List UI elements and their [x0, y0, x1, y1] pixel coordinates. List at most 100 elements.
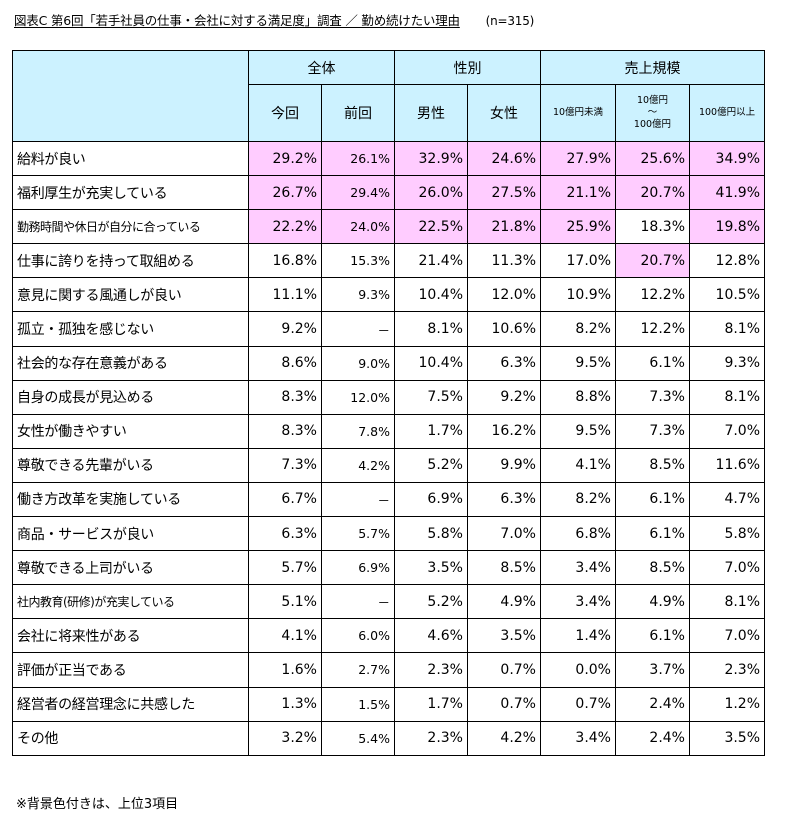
row-label: 社会的な存在意義がある [12, 345, 249, 381]
value-cell: 2.3% [394, 652, 468, 688]
value-cell: 26.1% [321, 140, 395, 177]
row-label: 働き方改革を実施している [12, 481, 249, 518]
value-cell: 9.2% [467, 379, 541, 415]
table-row: 給料が良い 29.2% 26.1% 32.9% 24.6% 27.9% 25.6% 34.9% [12, 140, 766, 177]
value-cell: 5.8% [394, 516, 468, 552]
value-cell: 2.7% [321, 652, 395, 688]
value-cell: 24.0% [321, 209, 395, 245]
value-cell: 8.1% [688, 379, 766, 415]
value-cell: 1.7% [394, 413, 468, 449]
table-row: 意見に関する風通しが良い 11.1% 9.3% 10.4% 12.0% 10.9% 12.2… [12, 277, 766, 313]
value-cell: 6.3% [248, 516, 322, 552]
col-header-sales-large: 100億円以上 [688, 84, 766, 142]
survey-table: 全体 性別 売上規模 今回 前回 男性 女性 10億円未満 10億円 ～ 100… [12, 50, 766, 756]
value-cell: 8.3% [248, 379, 322, 415]
value-cell: 8.1% [688, 311, 766, 347]
row-label: 仕事に誇りを持って取組める [12, 243, 249, 279]
value-cell: 6.3% [467, 345, 541, 381]
value-cell: 1.3% [248, 686, 322, 722]
group-header-gender: 性別 [394, 50, 541, 85]
value-cell: 6.1% [615, 345, 690, 381]
value-cell: 8.1% [688, 584, 766, 620]
row-label: 勤務時間や休日が自分に合っている [12, 209, 249, 245]
value-cell: 6.1% [615, 481, 690, 518]
chart-title: 図表C 第6回「若手社員の仕事・会社に対する満足度」調査 ／ 勤め続けたい理由 … [14, 10, 534, 29]
chart-title-main: 図表C 第6回「若手社員の仕事・会社に対する満足度」調査 ／ 勤め続けたい理由 [14, 13, 460, 28]
col-header-sales-mid: 10億円 ～ 100億円 [615, 84, 690, 142]
row-label: 福利厚生が充実している [12, 175, 249, 211]
table-row: 福利厚生が充実している 26.7% 29.4% 26.0% 27.5% 21.1% 20.7… [12, 175, 766, 211]
table-row: 孤立・孤独を感じない 9.2% － 8.1% 10.6% 8.2% 12.2% 8.1% [12, 311, 766, 347]
value-cell: 4.6% [394, 618, 468, 654]
value-cell: 24.6% [467, 140, 541, 177]
row-label: 会社に将来性がある [12, 618, 249, 654]
value-cell: 2.4% [615, 720, 690, 756]
col-header-sales-small: 10億円未満 [540, 84, 616, 142]
value-cell: 8.5% [615, 447, 690, 483]
value-cell: 8.2% [540, 311, 616, 347]
value-cell: 3.4% [540, 720, 616, 756]
value-cell: 6.3% [467, 481, 541, 518]
value-cell: 2.3% [688, 652, 766, 688]
value-cell: 3.2% [248, 720, 322, 756]
table-row: 社会的な存在意義がある 8.6% 9.0% 10.4% 6.3% 9.5% 6.1% 9.3% [12, 345, 766, 381]
table-row: 自身の成長が見込める 8.3% 12.0% 7.5% 9.2% 8.8% 7.3% 8.1% [12, 379, 766, 415]
table-row: 会社に将来性がある 4.1% 6.0% 4.6% 3.5% 1.4% 6.1% 7.0% [12, 618, 766, 654]
value-cell: 12.8% [688, 243, 766, 279]
value-cell: 4.9% [467, 584, 541, 620]
value-cell: 21.8% [467, 209, 541, 245]
value-cell: 5.7% [321, 516, 395, 552]
group-header-sales: 売上規模 [539, 50, 766, 85]
value-cell: 1.6% [248, 652, 322, 688]
value-cell: 22.2% [248, 209, 322, 245]
value-cell: 1.4% [540, 618, 616, 654]
row-label: 社内教育(研修)が充実している [12, 584, 249, 620]
value-cell: 5.2% [394, 447, 468, 483]
table-row: 評価が正当である 1.6% 2.7% 2.3% 0.7% 0.0% 3.7% 2.3% [12, 652, 766, 688]
value-cell: 21.4% [394, 243, 468, 279]
table-row: 働き方改革を実施している 6.7% － 6.9% 6.3% 8.2% 6.1% 4.7% [12, 481, 766, 518]
value-cell: 19.8% [688, 209, 766, 245]
table-row: 尊敬できる上司がいる 5.7% 6.9% 3.5% 8.5% 3.4% 8.5% 7.0% [12, 550, 766, 586]
value-cell: 8.2% [540, 481, 616, 518]
value-cell: 27.9% [540, 140, 616, 177]
value-cell: 6.1% [615, 618, 690, 654]
row-label: 孤立・孤独を感じない [12, 311, 249, 347]
value-cell: 32.9% [394, 140, 468, 177]
column-header-row: 今回 前回 男性 女性 10億円未満 10億円 ～ 100億円 100億円以上 [13, 84, 766, 142]
value-cell: 12.0% [321, 379, 395, 415]
value-cell: 9.3% [688, 345, 766, 381]
table-row: 商品・サービスが良い 6.3% 5.7% 5.8% 7.0% 6.8% 6.1% 5.8% [12, 516, 766, 552]
value-cell: 21.1% [540, 175, 616, 211]
value-cell: 0.7% [540, 686, 616, 722]
row-label: 経営者の経営理念に共感した [12, 686, 249, 722]
value-cell: 34.9% [688, 140, 766, 177]
value-cell: 10.5% [688, 277, 766, 313]
value-cell: 20.7% [615, 175, 690, 211]
col-header-previous: 前回 [321, 84, 395, 142]
value-cell: 10.9% [540, 277, 616, 313]
value-cell: 4.9% [615, 584, 690, 620]
value-cell: 4.1% [540, 447, 616, 483]
table-row: 社内教育(研修)が充実している 5.1% － 5.2% 4.9% 3.4% 4.9% 8.1% [12, 584, 766, 620]
value-cell: 26.0% [394, 175, 468, 211]
value-cell: 9.0% [321, 345, 395, 381]
row-label: 評価が正当である [12, 652, 249, 688]
value-cell: 0.0% [540, 652, 616, 688]
value-cell: － [321, 311, 395, 347]
value-cell: 7.3% [248, 447, 322, 483]
value-cell: 3.4% [540, 584, 616, 620]
col-header-current: 今回 [248, 84, 322, 142]
value-cell: － [321, 584, 395, 620]
table-row: 仕事に誇りを持って取組める 16.8% 15.3% 21.4% 11.3% 17.0% 20… [12, 243, 766, 279]
value-cell: 5.2% [394, 584, 468, 620]
value-cell: 3.5% [467, 618, 541, 654]
corner-cell [12, 50, 249, 142]
value-cell: 27.5% [467, 175, 541, 211]
value-cell: 6.1% [615, 516, 690, 552]
value-cell: 9.2% [248, 311, 322, 347]
value-cell: 3.7% [615, 652, 690, 688]
value-cell: 29.4% [321, 175, 395, 211]
value-cell: 12.2% [615, 277, 690, 313]
value-cell: 8.6% [248, 345, 322, 381]
